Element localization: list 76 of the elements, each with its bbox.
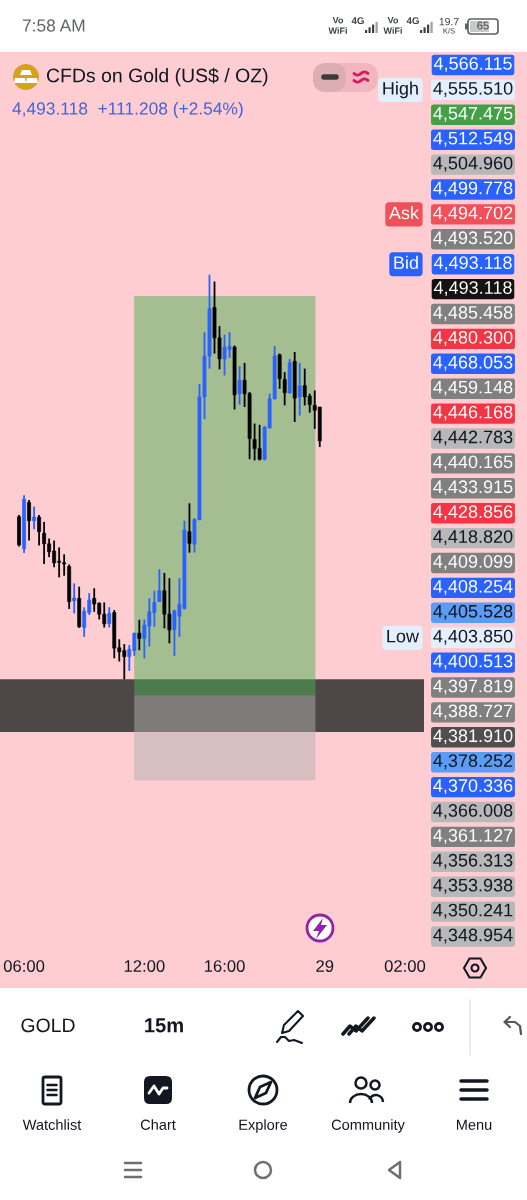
text: 4,428.856	[433, 505, 513, 521]
candlestick	[107, 606, 112, 629]
text: GOLD	[21, 1018, 75, 1033]
text: 4,353.938	[433, 878, 513, 894]
text: 4,512.549	[433, 131, 513, 147]
text: 4,400.513	[433, 654, 513, 670]
text: 4,408.254	[433, 579, 513, 595]
text: WiFi	[328, 27, 347, 34]
text: 4,356.313	[433, 853, 513, 869]
x-tick-label: 02:00	[384, 960, 426, 972]
text: Bid	[394, 255, 418, 270]
text: 4,493.520	[433, 231, 513, 247]
text: 4,499.778	[433, 181, 513, 197]
candlestick	[282, 371, 287, 407]
text: 4,468.053	[433, 355, 513, 371]
text: Watchlist	[22, 1119, 82, 1130]
text: 4,409.099	[433, 555, 513, 570]
candlestick	[157, 568, 162, 603]
text: 4,378.252	[433, 754, 513, 770]
text: High	[383, 81, 418, 99]
text: 4,493.118	[433, 256, 512, 272]
text: WiFi	[383, 27, 402, 34]
candlestick	[187, 502, 192, 554]
text: 4G	[351, 17, 364, 25]
candlestick	[27, 499, 31, 542]
chart-subtitle: 4,493.118 +111.208 (+2.54%)	[12, 101, 243, 119]
candlestick	[92, 587, 97, 613]
text: 7:58 AM	[22, 19, 85, 32]
text: 4,433.915	[433, 480, 513, 496]
text: 4,547.475	[433, 107, 513, 122]
text: 4,388.727	[433, 704, 513, 720]
text: Ask	[388, 205, 420, 220]
candlestick	[37, 514, 41, 547]
candlestick	[137, 618, 142, 652]
text: 4,370.336	[433, 779, 513, 795]
text: 4,446.168	[433, 405, 513, 421]
x-tick-label: 16:00	[204, 960, 245, 972]
text: Community	[331, 1119, 405, 1133]
text: 4,440.165	[433, 455, 513, 471]
text: 4,403.850	[433, 629, 513, 645]
text: Vo	[387, 17, 399, 24]
candlestick	[297, 362, 302, 417]
text: 4,485.458	[433, 306, 513, 321]
text: 4,361.127	[433, 828, 513, 844]
text: 4,366.008	[433, 804, 513, 819]
text: 4,381.910	[433, 729, 513, 745]
text: 19.7	[439, 17, 459, 26]
text: 4,504.960	[433, 156, 513, 172]
text: 4,397.819	[433, 679, 513, 695]
text: 4,350.241	[433, 903, 513, 919]
text: 4,442.783	[433, 430, 513, 446]
text: 4,418.820	[433, 530, 513, 546]
text: Vo	[332, 17, 344, 24]
text: 4,555.510	[433, 81, 513, 97]
candlestick	[237, 365, 242, 406]
annotation: Low	[387, 629, 420, 643]
candlestick	[32, 505, 36, 531]
text: 4,566.115	[433, 57, 512, 72]
candlestick	[72, 582, 77, 615]
text: 4,459.148	[433, 380, 513, 396]
text: Menu	[456, 1119, 492, 1130]
x-tick-label: 06:00	[3, 960, 45, 972]
text: 4,493.118	[433, 281, 512, 297]
chart-title: CFDs on Gold (US$ / OZ)	[46, 67, 268, 87]
text: 4,348.954	[433, 928, 513, 944]
text: Explore	[239, 1119, 288, 1133]
text: 4G	[406, 17, 419, 25]
text: 4,480.300	[433, 330, 513, 346]
text: 15m	[145, 1018, 183, 1033]
text: 4,405.528	[433, 604, 513, 620]
text: 65	[477, 21, 489, 30]
text: Chart	[140, 1119, 176, 1130]
x-tick-label: 12:00	[124, 960, 165, 972]
candlestick	[42, 521, 47, 565]
x-tick-label: 29	[316, 960, 334, 972]
text: 4,494.702	[433, 206, 513, 222]
